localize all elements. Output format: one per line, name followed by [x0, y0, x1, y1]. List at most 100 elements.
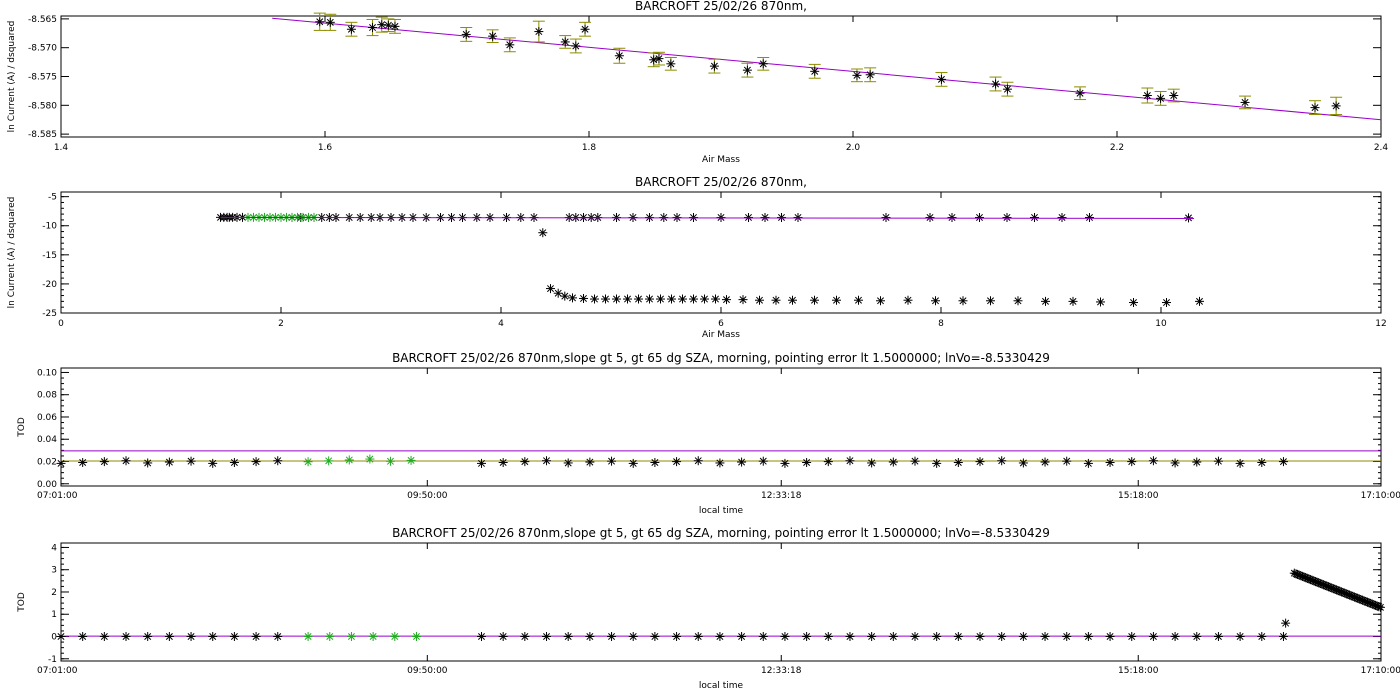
fit-line: [272, 17, 1382, 121]
data-point: [623, 294, 632, 304]
data-point: [251, 457, 261, 467]
data-point: [649, 55, 659, 65]
data-point: [932, 458, 942, 468]
x-tick-label: 2: [278, 319, 284, 329]
data-point: [672, 457, 682, 467]
data-point: [693, 456, 703, 466]
data-point: [953, 632, 963, 642]
data-point: [78, 458, 88, 468]
data-point: [365, 454, 375, 464]
y-tick-label: -25: [42, 309, 57, 319]
data-point: [788, 295, 797, 305]
plot-frame: [60, 367, 1382, 487]
data-point: [810, 66, 820, 76]
x-axis-label: Air Mass: [702, 330, 740, 340]
y-tick-label: 0.06: [37, 413, 57, 423]
data-point: [580, 24, 590, 34]
data-point: [810, 295, 819, 305]
data-point: [656, 294, 665, 304]
data-point: [186, 632, 196, 642]
data-point: [1156, 93, 1166, 103]
x-tick-label: 15:18:00: [1118, 666, 1159, 676]
plot-frame: [60, 15, 1382, 138]
data-point: [1083, 632, 1093, 642]
data-point: [614, 51, 624, 61]
data-point: [99, 457, 109, 467]
data-point: [383, 20, 393, 30]
y-tick-label: -10: [42, 222, 57, 232]
x-tick-label: 2.4: [1374, 143, 1389, 153]
data-point: [476, 632, 486, 642]
data-point: [1002, 84, 1012, 94]
data-point: [771, 295, 781, 305]
data-point: [845, 456, 855, 466]
x-tick-label: 12:33:18: [761, 666, 802, 676]
data-point: [251, 632, 261, 642]
data-point: [1085, 212, 1094, 222]
y-tick-label: -20: [42, 280, 57, 290]
data-point: [1184, 213, 1193, 223]
data-point: [715, 632, 725, 642]
data-point: [760, 212, 770, 222]
chart-title: BARCROFT 25/02/26 870nm,: [635, 0, 807, 13]
data-point: [186, 456, 196, 466]
x-tick-label: 17:10:00: [1361, 491, 1400, 501]
data-point: [1375, 602, 1385, 612]
y-tick-label: 0.08: [37, 391, 57, 401]
data-point: [888, 457, 898, 467]
data-point: [709, 61, 719, 71]
data-point: [1192, 457, 1202, 467]
data-point: [546, 284, 555, 294]
data-point: [315, 17, 325, 27]
data-point: [229, 632, 239, 642]
data-point: [303, 457, 313, 467]
data-point: [208, 458, 218, 468]
data-point: [715, 458, 725, 468]
data-point: [742, 65, 752, 75]
data-point: [1148, 456, 1158, 466]
data-point: [876, 296, 885, 306]
data-point: [99, 632, 109, 642]
data-point: [542, 456, 552, 466]
x-axis-label: Air Mass: [702, 155, 740, 165]
data-point: [650, 458, 660, 468]
y-tick-label: 0.04: [37, 435, 57, 445]
data-point: [634, 294, 643, 304]
data-point: [667, 294, 676, 304]
x-tick-label: 12: [1375, 319, 1386, 329]
data-point: [560, 37, 570, 47]
y-tick-label: -8.570: [28, 44, 57, 54]
x-axis-label: local time: [699, 681, 744, 691]
data-point: [852, 70, 862, 80]
data-point: [1240, 97, 1250, 107]
data-point: [997, 456, 1007, 466]
data-point: [881, 212, 891, 222]
y-tick-label: 4: [51, 543, 57, 553]
data-point: [947, 212, 957, 222]
fit-line: [220, 216, 1195, 219]
data-point: [1075, 88, 1085, 98]
data-point: [1105, 632, 1115, 642]
data-point: [975, 212, 984, 222]
data-point: [744, 212, 753, 222]
data-point: [461, 29, 471, 39]
data-point: [406, 455, 416, 465]
data-point: [700, 294, 709, 304]
x-tick-label: 1.8: [582, 143, 597, 153]
data-point: [488, 31, 498, 41]
data-point: [520, 632, 530, 642]
data-point: [1062, 456, 1072, 466]
data-point: [1195, 296, 1204, 306]
data-point: [571, 41, 581, 51]
plot-frame: [60, 191, 1382, 314]
data-point: [758, 632, 768, 642]
data-point: [1170, 632, 1180, 642]
data-point: [208, 632, 218, 642]
y-axis-label: TOD: [17, 592, 27, 613]
x-tick-label: 6: [718, 319, 724, 329]
data-point: [903, 295, 913, 305]
data-point: [802, 458, 812, 468]
y-tick-label: 0: [51, 633, 57, 643]
data-point: [568, 293, 577, 303]
data-point: [932, 632, 942, 642]
